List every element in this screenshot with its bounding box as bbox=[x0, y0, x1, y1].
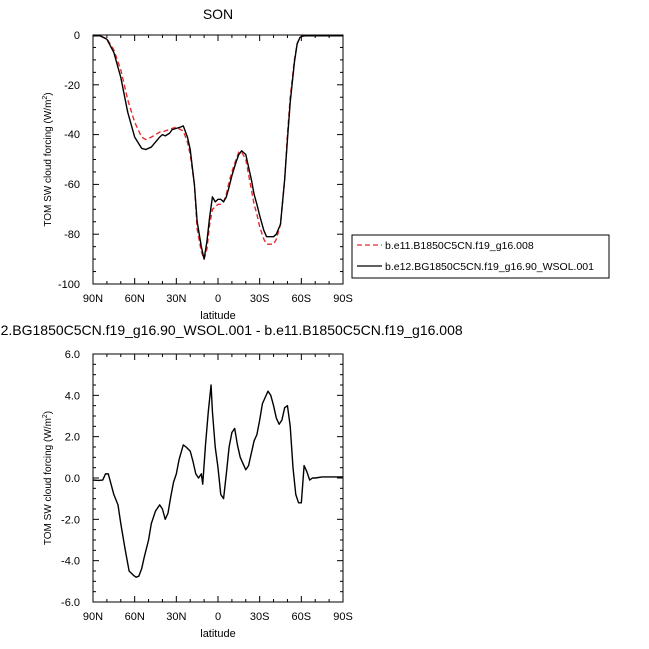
top-series-lines bbox=[93, 35, 343, 260]
bottom-y-tick-label: 4.0 bbox=[65, 390, 80, 402]
top-plot-frame bbox=[92, 34, 344, 285]
bottom-y-tick-label: 2.0 bbox=[65, 432, 80, 444]
bottom-y-tick-label: 6.0 bbox=[65, 349, 80, 361]
top-x-tick-label: 60N bbox=[125, 293, 145, 305]
bottom-plot-frame bbox=[92, 353, 344, 603]
bottom-x-tick-label: 60S bbox=[292, 611, 312, 623]
top-y-tick-label: -100 bbox=[58, 279, 80, 291]
legend: b.e11.B1850C5CN.f19_g16.008 b.e12.BG1850… bbox=[351, 234, 610, 279]
bottom-y-tick-label: -6.0 bbox=[61, 597, 80, 609]
legend-box bbox=[351, 234, 610, 279]
series-line-solid-black-1 bbox=[93, 35, 343, 260]
series-line-dashed-red-0 bbox=[93, 35, 343, 260]
bottom-chart-title: b.e12.BG1850C5CN.f19_g16.90_WSOL.001 - b… bbox=[0, 322, 463, 338]
top-x-tick-labels: 90N 60N 30N 0 30S 60S 90S bbox=[83, 293, 353, 305]
legend-label-b-e12: b.e12.BG1850C5CN.f19_g16.90_WSOL.001 bbox=[385, 261, 594, 273]
bottom-y-tick-label: -4.0 bbox=[61, 556, 80, 568]
bottom-chart: b.e12.BG1850C5CN.f19_g16.90_WSOL.001 - b… bbox=[0, 322, 463, 640]
top-x-axis-label: latitude bbox=[200, 310, 235, 322]
series-line-solid-black-0 bbox=[92, 384, 343, 578]
bottom-y-tick-label: -2.0 bbox=[61, 514, 80, 526]
top-x-tick-label: 90N bbox=[83, 293, 103, 305]
bottom-minor-ticks bbox=[93, 354, 343, 602]
bottom-series-lines bbox=[92, 384, 343, 578]
top-y-tick-label: -20 bbox=[64, 80, 80, 92]
bottom-x-tick-label: 30N bbox=[166, 611, 186, 623]
top-y-tick-label: 0 bbox=[74, 30, 80, 42]
top-minor-ticks bbox=[93, 35, 343, 284]
bottom-x-tick-label: 90N bbox=[83, 611, 103, 623]
top-x-tick-label: 90S bbox=[333, 293, 353, 305]
bottom-x-tick-label: 30S bbox=[250, 611, 270, 623]
top-chart: SON 90N 60N 30N 0 30S 60S 90S 0 -20 -40 … bbox=[42, 6, 353, 322]
top-chart-title: SON bbox=[203, 6, 233, 22]
top-x-tick-label: 30S bbox=[250, 293, 270, 305]
top-y-tick-label: -60 bbox=[64, 179, 80, 191]
bottom-x-tick-label: 60N bbox=[125, 611, 145, 623]
bottom-y-axis-label: TOM SW cloud forcing (W/m2) bbox=[42, 411, 54, 545]
top-y-tick-labels: 0 -20 -40 -60 -80 -100 bbox=[58, 30, 80, 291]
top-y-tick-label: -80 bbox=[64, 229, 80, 241]
bottom-x-tick-label: 0 bbox=[215, 611, 221, 623]
bottom-major-ticks bbox=[92, 353, 344, 603]
top-x-tick-label: 0 bbox=[215, 293, 221, 305]
top-major-ticks bbox=[92, 34, 344, 285]
top-y-axis-label: TOM SW cloud forcing (W/m2) bbox=[42, 92, 54, 226]
bottom-y-tick-labels: 6.0 4.0 2.0 0.0 -2.0 -4.0 -6.0 bbox=[61, 349, 80, 609]
bottom-x-tick-labels: 90N 60N 30N 0 30S 60S 90S bbox=[83, 611, 353, 623]
top-y-tick-label: -40 bbox=[64, 129, 80, 141]
bottom-y-tick-label: 0.0 bbox=[65, 473, 80, 485]
bottom-x-tick-label: 90S bbox=[333, 611, 353, 623]
top-x-tick-label: 30N bbox=[166, 293, 186, 305]
bottom-x-axis-label: latitude bbox=[200, 628, 235, 640]
top-x-tick-label: 60S bbox=[292, 293, 312, 305]
legend-label-b-e11: b.e11.B1850C5CN.f19_g16.008 bbox=[385, 240, 534, 252]
